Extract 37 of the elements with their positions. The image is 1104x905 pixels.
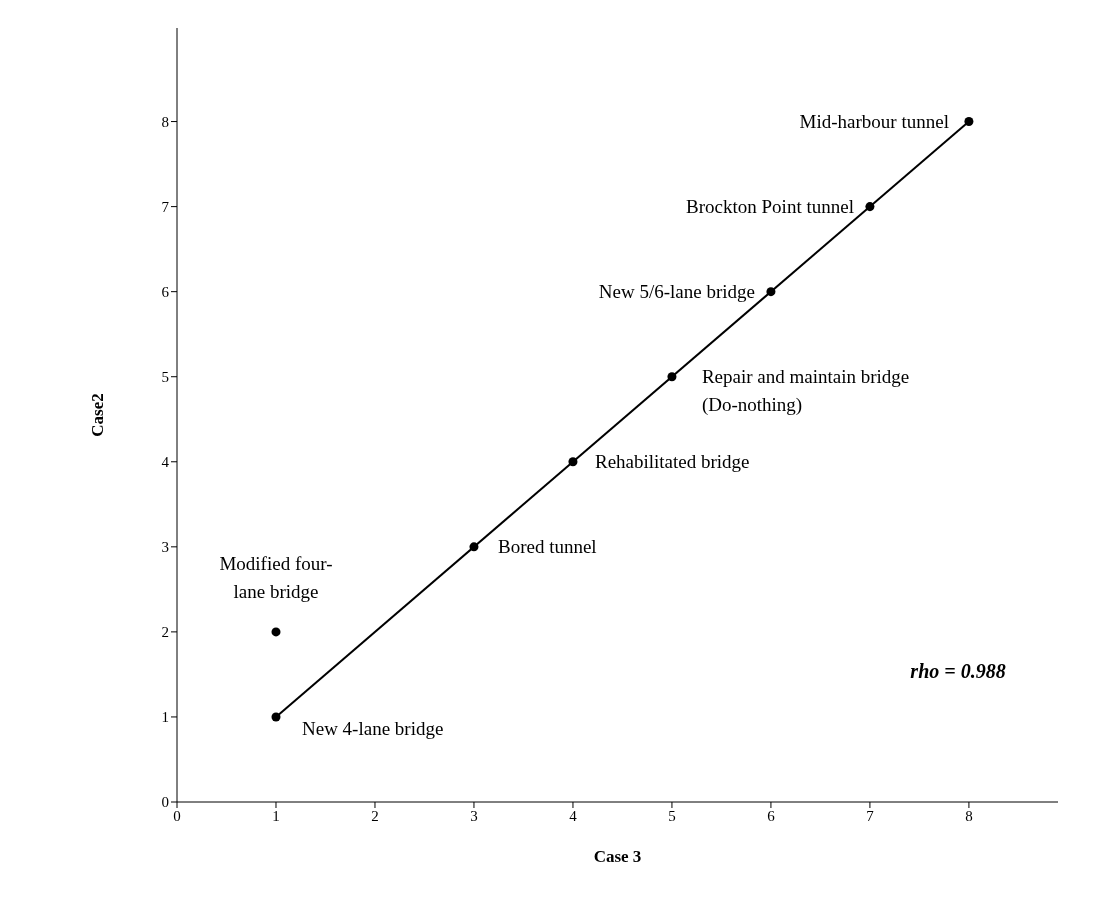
point — [667, 372, 677, 382]
x-tick-label: 6 — [767, 807, 776, 824]
y-tick-label: 7 — [161, 198, 170, 215]
y-tick-label: 8 — [161, 113, 169, 130]
annotation: Bored tunnel — [497, 535, 597, 557]
x-tick-label: 4 — [569, 807, 578, 824]
x-tick-label: 2 — [371, 807, 379, 824]
y-axis-title: Case2 — [88, 393, 108, 437]
point — [568, 457, 578, 467]
x-tick-label: 1 — [272, 807, 280, 824]
x-tick-label: 3 — [470, 807, 478, 824]
point — [964, 117, 974, 127]
x-tick-label: 8 — [965, 807, 973, 824]
annotation: Repair and maintain bridge (Do-nothing) — [701, 365, 910, 416]
y-tick-label: 5 — [161, 369, 169, 386]
point — [865, 202, 875, 212]
annotation: rho = 0.988 — [910, 660, 1006, 683]
point — [271, 712, 281, 722]
y-tick-label: 2 — [161, 624, 169, 641]
point — [469, 542, 479, 552]
point — [271, 627, 281, 637]
y-tick-label: 4 — [161, 454, 170, 471]
y-tick-label: 6 — [161, 284, 170, 300]
point — [766, 287, 776, 297]
x-axis-title: Case 3 — [593, 847, 642, 866]
annotation: Mid-harbour tunnel — [799, 110, 949, 132]
x-tick-label: 7 — [866, 807, 875, 824]
y-tick-label: 1 — [161, 709, 169, 726]
x-tick-label: 5 — [668, 807, 676, 824]
annotation: Modified four- lane bridge — [219, 552, 333, 602]
y-tick-label: 0 — [161, 794, 169, 811]
x-tick-label: 0 — [173, 807, 181, 824]
annotation: New 5/6-lane bridge — [598, 280, 755, 302]
annotation: Rehabilitated bridge — [594, 450, 750, 472]
annotation: Brockton Point tunnel — [686, 195, 854, 217]
y-tick-label: 3 — [161, 539, 169, 556]
annotation: New 4-lane bridge — [301, 717, 444, 739]
